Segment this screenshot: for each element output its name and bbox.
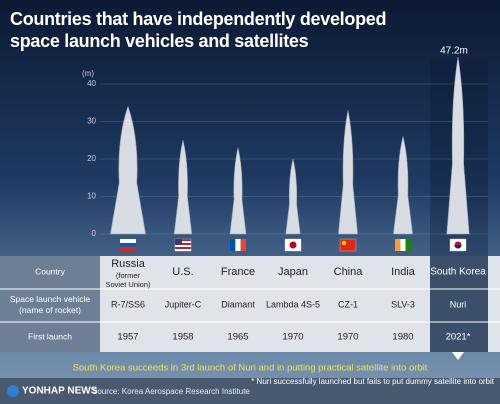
arrow	[452, 352, 464, 360]
first-launch: 1957	[117, 332, 138, 343]
flag	[120, 243, 136, 247]
rocket-name: SLV-3	[391, 299, 415, 309]
first-launch: 2021*	[446, 332, 471, 343]
table-header-col	[0, 256, 100, 352]
flag	[240, 239, 246, 251]
rocket-name: Jupiter-C	[165, 299, 202, 309]
flag	[175, 239, 182, 245]
rocket	[173, 140, 193, 235]
y-unit: (m)	[82, 69, 94, 78]
country: France	[221, 266, 255, 278]
country: Russia	[111, 258, 146, 270]
first-launch: 1970	[337, 332, 358, 343]
flag	[175, 245, 191, 247]
rocket	[393, 136, 413, 235]
label-line: (name of rocket)	[19, 305, 81, 315]
flag	[120, 239, 136, 243]
flag	[230, 239, 236, 251]
y-tick-label: 40	[87, 79, 96, 88]
country: China	[334, 266, 364, 278]
rocket-name: Nuri	[450, 299, 467, 309]
label-line: Space launch vehicle	[10, 294, 91, 304]
rocket	[285, 158, 301, 235]
row-label: Space launch vehicle (name of rocket)	[10, 294, 91, 315]
rocket-name: Lambda 4S-5	[266, 299, 320, 309]
country: South Korea	[430, 267, 486, 278]
logo	[7, 385, 19, 397]
chart-title: Countries that have independently develo…	[10, 9, 387, 51]
first-launch: 1980	[392, 332, 413, 343]
country: Japan	[278, 266, 308, 278]
y-tick-label: 30	[87, 117, 96, 126]
country: U.S.	[172, 266, 193, 278]
rocket	[446, 56, 470, 235]
rocket	[229, 147, 247, 235]
footer-bar	[0, 378, 500, 404]
rocket	[110, 105, 146, 235]
y-tick-label: 0	[92, 229, 97, 238]
rocket-name: CZ-1	[338, 299, 358, 309]
flag	[454, 245, 462, 249]
y-tick-label: 10	[87, 192, 96, 201]
source: Source: Korea Aerospace Research Institu…	[92, 387, 250, 396]
highlight-col	[430, 256, 488, 352]
flag	[405, 239, 411, 251]
flag	[395, 239, 401, 251]
row-label: First launch	[28, 331, 72, 341]
flag	[120, 247, 136, 251]
note-line: Soviet Union)	[105, 280, 151, 289]
flag	[175, 249, 191, 251]
headline: South Korea succeeds in 3rd launch of Nu…	[73, 363, 428, 374]
first-launch: 1970	[282, 332, 303, 343]
flag	[235, 239, 241, 251]
flag	[400, 239, 406, 251]
first-launch: 1958	[172, 332, 193, 343]
brand: YONHAP NEWS	[22, 386, 98, 397]
flag	[342, 241, 346, 245]
flag	[175, 241, 191, 243]
rocket	[338, 110, 358, 235]
row-label: Country	[35, 266, 66, 276]
country-note: (former Soviet Union)	[105, 271, 151, 289]
y-tick-label: 20	[87, 154, 96, 163]
rocket-name: R-7/SS6	[111, 299, 145, 309]
value-label: 47.2m	[440, 46, 468, 57]
country: India	[391, 266, 416, 278]
flag	[289, 241, 297, 249]
note: * Nuri successfully launched but fails t…	[251, 377, 495, 386]
note-line: (former	[116, 271, 141, 280]
rocket-name: Diamant	[221, 299, 255, 309]
first-launch: 1965	[227, 332, 248, 343]
flag	[339, 238, 357, 252]
